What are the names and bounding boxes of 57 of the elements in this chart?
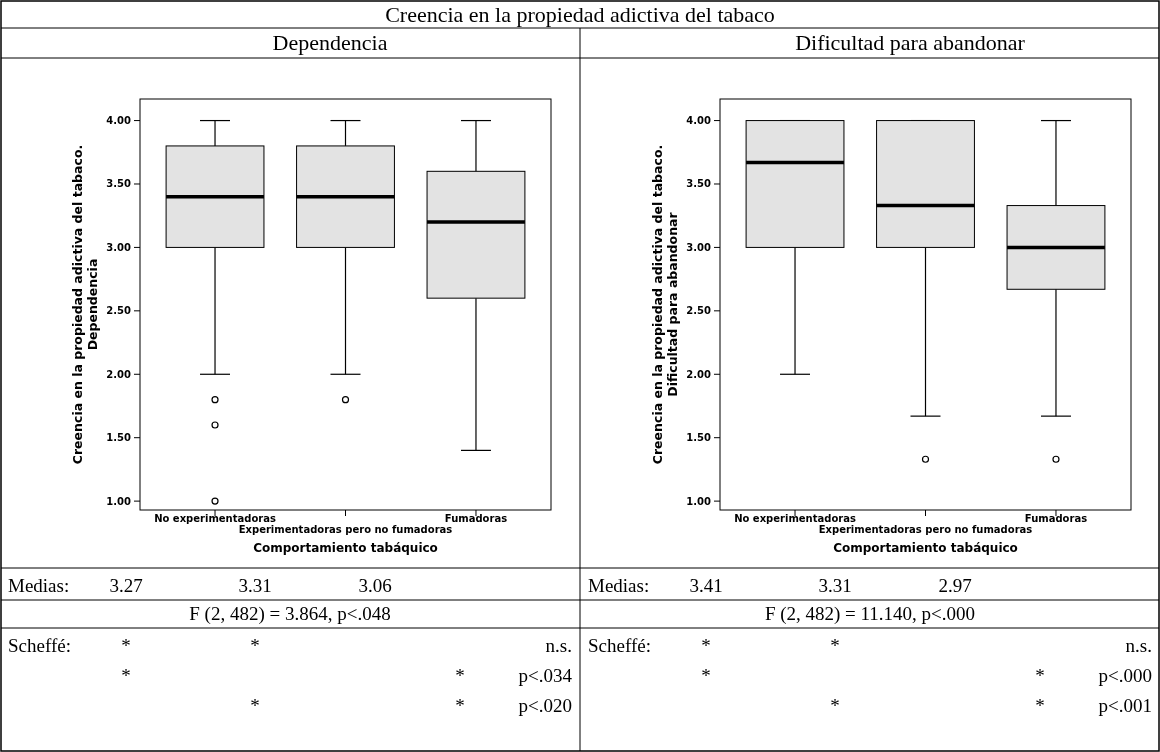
y-tick-label: 4.00 bbox=[686, 115, 712, 127]
text: p<.034 bbox=[518, 665, 573, 686]
y-tick-label: 4.00 bbox=[106, 115, 132, 127]
y-axis-title: Creencia en la propiedad adictiva del tabaco. Dificultad para abandonar bbox=[650, 144, 680, 465]
text: * bbox=[701, 635, 711, 656]
text: * bbox=[1035, 665, 1045, 686]
text: 3.27 bbox=[109, 575, 143, 596]
x-axis-title: Comportamiento tabáquico bbox=[253, 541, 438, 555]
x-tick-label: Experimentadoras pero no fumadoras bbox=[238, 524, 453, 535]
chart-subtitle: Dificultad para abandonar bbox=[795, 30, 1026, 55]
y-tick-label: 1.00 bbox=[106, 495, 132, 507]
y-tick-label: 1.50 bbox=[686, 432, 712, 444]
x-axis-title: Comportamiento tabáquico bbox=[833, 541, 1018, 555]
text: * bbox=[121, 665, 131, 686]
text: * bbox=[1035, 695, 1045, 716]
y-tick-label: 3.50 bbox=[106, 178, 132, 190]
text: * bbox=[121, 635, 131, 656]
x-tick-label: Fumadoras bbox=[444, 513, 508, 524]
text: * bbox=[455, 665, 465, 686]
y-tick-label: 3.00 bbox=[106, 241, 132, 253]
y-tick-label: 2.00 bbox=[106, 368, 132, 380]
y-axis-title: Creencia en la propiedad adictiva del tabaco. Dependencia bbox=[70, 144, 100, 465]
text: n.s. bbox=[545, 635, 572, 656]
x-tick-label: No experimentadoras bbox=[734, 513, 856, 524]
text: * bbox=[250, 695, 260, 716]
text: * bbox=[701, 665, 711, 686]
text: 3.31 bbox=[238, 575, 272, 596]
y-tick-label: 2.00 bbox=[686, 368, 712, 380]
y-tick-label: 2.50 bbox=[106, 305, 132, 317]
text: 2.97 bbox=[938, 575, 972, 596]
text: p<.020 bbox=[518, 695, 572, 716]
text: Medias: bbox=[8, 575, 70, 596]
x-tick-label: Experimentadoras pero no fumadoras bbox=[818, 524, 1033, 535]
y-tick-label: 1.00 bbox=[686, 495, 712, 507]
chart-subtitle: Dependencia bbox=[272, 30, 388, 55]
text: * bbox=[830, 695, 840, 716]
text: F (2, 482) = 11.140, p<.000 bbox=[764, 603, 976, 625]
text: Scheffé: bbox=[588, 635, 651, 656]
text: n.s. bbox=[1125, 635, 1152, 656]
x-tick-label: No experimentadoras bbox=[154, 513, 276, 524]
chart-title: Creencia en la propiedad adictiva del tabaco bbox=[385, 2, 775, 27]
y-tick-label: 3.50 bbox=[686, 178, 712, 190]
x-tick-label: Fumadoras bbox=[1024, 513, 1088, 524]
text: 3.31 bbox=[818, 575, 852, 596]
text: 3.06 bbox=[358, 575, 392, 596]
text: * bbox=[830, 635, 840, 656]
y-tick-label: 3.00 bbox=[686, 241, 712, 253]
text: Medias: bbox=[588, 575, 650, 596]
text: * bbox=[250, 635, 260, 656]
text: F (2, 482) = 3.864, p<.048 bbox=[189, 603, 391, 625]
text: * bbox=[455, 695, 465, 716]
y-tick-label: 1.50 bbox=[106, 432, 132, 444]
text: 3.41 bbox=[689, 575, 723, 596]
text: p<.000 bbox=[1098, 665, 1152, 686]
text: p<.001 bbox=[1098, 695, 1152, 716]
y-tick-label: 2.50 bbox=[686, 305, 712, 317]
text: Scheffé: bbox=[8, 635, 71, 656]
